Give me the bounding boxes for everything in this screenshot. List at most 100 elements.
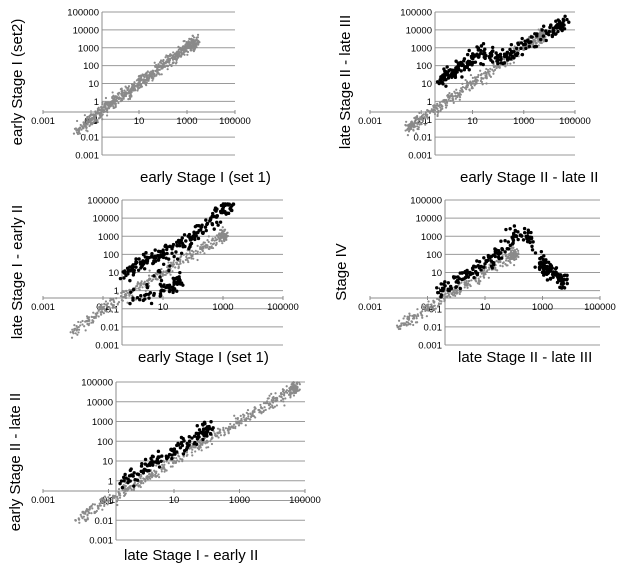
data-point: [78, 521, 81, 524]
data-point: [515, 257, 518, 261]
y-tick-label: 0.001: [89, 536, 113, 547]
data-point: [156, 253, 160, 258]
data-point: [506, 62, 509, 65]
data-point: [186, 50, 190, 54]
data-point: [200, 243, 203, 246]
data-point: [164, 61, 167, 65]
data-point: [129, 91, 133, 94]
data-point: [458, 91, 461, 95]
data-point: [132, 89, 135, 92]
data-point: [532, 42, 535, 45]
data-point: [168, 244, 172, 249]
data-point: [416, 127, 419, 131]
data-point: [441, 100, 444, 103]
data-point: [85, 319, 88, 323]
data-point: [497, 66, 500, 69]
data-point: [127, 86, 130, 89]
data-point: [443, 280, 447, 284]
data-point: [442, 100, 445, 103]
data-point: [439, 282, 443, 286]
data-point: [208, 245, 211, 249]
data-point: [433, 112, 437, 116]
data-point: [266, 402, 269, 405]
data-point: [469, 284, 472, 288]
data-point: [414, 132, 418, 135]
data-point: [435, 80, 440, 84]
data-point: [215, 214, 219, 218]
data-point: [445, 71, 449, 75]
data-point: [69, 331, 72, 334]
data-point: [170, 251, 174, 256]
data-point: [181, 460, 184, 463]
y-tick-label: 100: [426, 250, 442, 261]
data-point: [529, 35, 534, 39]
data-point: [192, 442, 196, 446]
data-point: [128, 301, 132, 306]
data-point: [205, 434, 209, 438]
data-point: [449, 286, 454, 291]
data-point: [222, 233, 225, 236]
data-point: [136, 284, 139, 288]
data-point: [143, 255, 148, 259]
data-point: [186, 259, 189, 262]
y-tick-label: 100000: [81, 378, 113, 389]
data-point: [187, 40, 190, 43]
data-point: [71, 328, 74, 331]
data-point: [201, 230, 205, 235]
data-point: [458, 292, 461, 296]
data-point: [124, 296, 128, 300]
data-point: [489, 54, 494, 58]
data-point: [98, 113, 102, 116]
data-point: [156, 449, 161, 454]
data-point: [412, 129, 415, 132]
chart-panel-4: 1000001000010001001010.10.010.0010.0010.…: [333, 196, 616, 367]
data-point: [180, 236, 184, 240]
data-point: [174, 250, 178, 254]
data-point: [186, 253, 189, 256]
y-tick-label: 0.1: [419, 115, 432, 126]
data-point: [539, 41, 542, 44]
data-point: [155, 464, 158, 467]
data-point: [297, 389, 300, 392]
data-point: [565, 273, 569, 278]
data-point: [188, 46, 191, 49]
y-tick-label: 0.001: [95, 341, 119, 352]
data-point: [424, 114, 427, 117]
data-point: [137, 87, 140, 90]
data-point: [171, 62, 174, 65]
data-point: [150, 76, 153, 79]
x-tick-label: 1000: [532, 302, 553, 313]
data-point: [87, 510, 90, 514]
data-point: [435, 286, 439, 290]
y-tick-label: 100000: [410, 196, 442, 207]
data-point: [473, 60, 478, 64]
data-point: [166, 61, 169, 64]
data-point: [136, 282, 139, 286]
data-point: [140, 475, 143, 478]
data-point: [199, 430, 203, 435]
data-point: [196, 244, 199, 247]
data-point: [145, 463, 150, 468]
data-point: [461, 90, 465, 93]
data-point: [191, 448, 194, 451]
data-point: [140, 482, 143, 485]
data-point: [143, 79, 146, 82]
data-point: [192, 231, 197, 236]
data-point: [460, 63, 464, 68]
data-point: [556, 274, 560, 278]
data-point: [267, 397, 270, 400]
data-point: [516, 230, 520, 234]
data-point: [414, 122, 417, 125]
data-point: [175, 55, 178, 58]
data-point: [404, 322, 407, 325]
data-point: [512, 232, 516, 237]
data-point: [148, 476, 151, 479]
data-point: [490, 45, 495, 50]
data-point: [132, 484, 136, 488]
data-point: [412, 323, 415, 327]
data-point: [503, 250, 507, 254]
data-point: [459, 89, 462, 92]
data-point: [205, 426, 209, 431]
data-point: [467, 68, 471, 72]
data-point: [117, 101, 120, 105]
